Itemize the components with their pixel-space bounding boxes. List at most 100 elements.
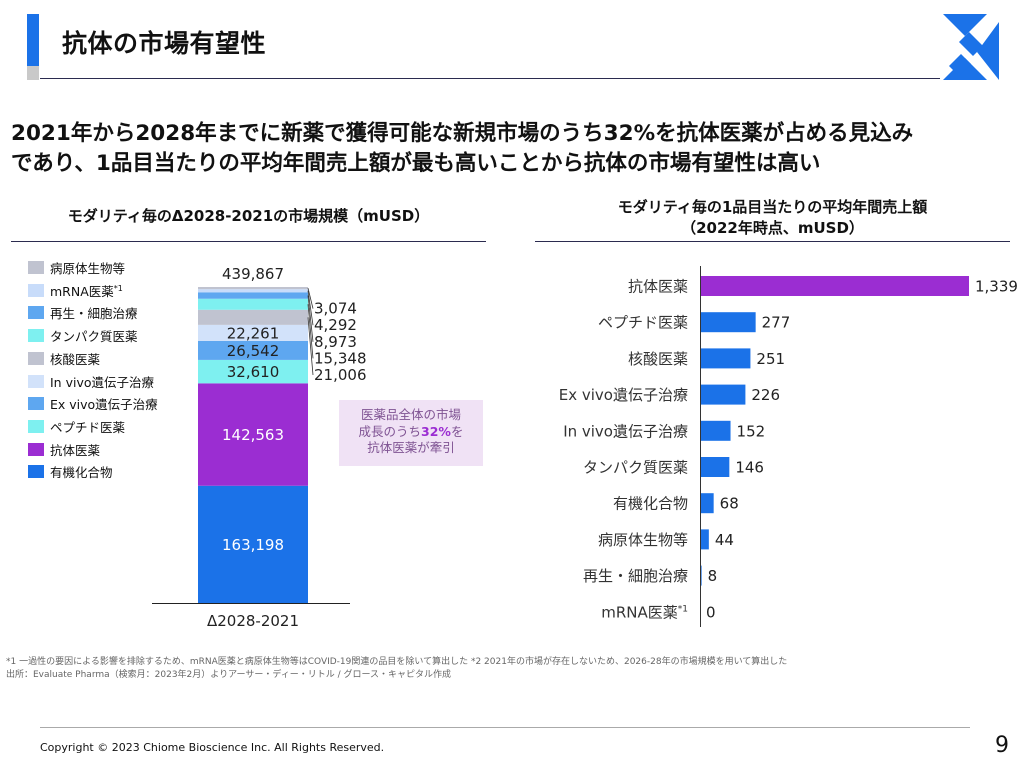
callout-line-2-prefix: 成長のうち	[358, 423, 422, 439]
footer-rule	[40, 727, 970, 728]
stack-segment	[198, 309, 308, 325]
h-bar-value-label: 146	[735, 459, 764, 477]
h-bar-value-label: 251	[756, 350, 785, 368]
h-bar	[700, 457, 730, 477]
right-chart-title-line-1: モダリティ毎の1品目当たりの平均年間売上額	[617, 198, 928, 216]
stack-segment	[198, 324, 308, 341]
callout-line-2: 成長のうち32%を	[346, 424, 476, 441]
leader-line	[307, 288, 314, 309]
company-logo-icon	[943, 14, 999, 80]
h-bar-category-text: タンパク質医薬	[583, 459, 688, 477]
h-bar	[700, 493, 714, 514]
legend-swatch	[28, 329, 44, 343]
legend-label: ペプチド医薬	[50, 419, 126, 435]
h-bar-category-text: In vivo遺伝子治療	[563, 422, 688, 440]
h-bar-category-text: 病原体生物等	[598, 531, 688, 549]
legend-item: 有機化合物	[28, 462, 113, 481]
h-bar-value-label: 1,339	[975, 278, 1018, 296]
legend-item: 抗体医薬	[28, 440, 100, 459]
total-value-label: 439,867	[222, 265, 284, 283]
callout-line-1: 医薬品全体の市場	[360, 407, 461, 422]
callout-box	[339, 400, 483, 466]
legend-label: 抗体医薬	[50, 442, 101, 458]
h-bar	[700, 529, 709, 550]
callout-line-2-suffix: を	[450, 423, 464, 439]
h-bar-category-text: 有機化合物	[613, 495, 688, 513]
legend-item: ペプチド医薬	[28, 417, 125, 436]
leader-line	[307, 290, 314, 326]
legend-label: Ex vivo遺伝子治療	[50, 397, 158, 413]
left-chart-title: モダリティ毎のΔ2028-2021の市場規模（mUSD）	[67, 207, 430, 225]
h-bar-value-label: 152	[737, 422, 766, 440]
legend-swatch	[28, 374, 44, 388]
footnote: *1 一過性の要因による影響を排除するため、mRNA医薬と病原体生物等はCOVI…	[6, 656, 787, 682]
stack-segment	[198, 289, 308, 293]
stack-segment	[198, 359, 308, 384]
legend-swatch	[28, 397, 44, 411]
headline-line-2: であり、1品目当たりの平均年間売上額が最も高いことから抗体の市場有望性は高い	[11, 151, 821, 176]
legend-swatch	[28, 306, 44, 320]
legend-swatch	[28, 465, 44, 479]
outside-value-label: 15,348	[314, 349, 367, 367]
h-bar-category-label: タンパク質医薬	[583, 459, 688, 477]
legend-item: タンパク質医薬	[28, 326, 138, 345]
stack-segment	[198, 485, 308, 603]
h-bar	[700, 420, 731, 441]
legend-swatch	[28, 442, 44, 456]
outside-value-label: 21,006	[314, 366, 367, 384]
legend-item: Ex vivo遺伝子治療	[28, 394, 158, 413]
h-bar-value-label: 8	[708, 567, 718, 585]
legend-swatch	[28, 283, 44, 297]
left-chart-title-rule	[11, 241, 486, 242]
leader-line	[307, 317, 314, 376]
legend-label: 有機化合物	[50, 465, 113, 481]
legend-swatch	[28, 351, 44, 365]
stack-segment	[198, 298, 308, 310]
h-bar-category-label: 有機化合物	[613, 495, 688, 513]
legend-item: 再生・細胞治療	[28, 303, 138, 322]
legend-label: mRNA医薬*1	[50, 283, 123, 299]
h-bar-category-text: 再生・細胞治療	[583, 567, 688, 585]
legend-label: タンパク質医薬	[50, 329, 138, 345]
stack-segment	[198, 292, 308, 299]
h-bar-category-text: ペプチド医薬	[598, 314, 688, 332]
title-accent-bar-lower	[27, 66, 39, 80]
legend-label: In vivo遺伝子治療	[50, 374, 154, 390]
title-accent-bar	[27, 14, 39, 66]
copyright-text: Copyright © 2023 Chiome Bioscience Inc. …	[40, 741, 385, 754]
legend-swatch	[28, 261, 44, 274]
legend-item: mRNA医薬*1	[28, 281, 123, 300]
h-bar-category-text: Ex vivo遺伝子治療	[559, 386, 688, 404]
leader-line	[307, 295, 314, 342]
legend-label: 核酸医薬	[50, 351, 101, 367]
legend-swatch	[28, 419, 44, 433]
segment-value-label: 26,542	[227, 342, 280, 360]
legend-item: 核酸医薬	[28, 349, 100, 368]
h-bar-value-label: 68	[720, 495, 739, 513]
h-bar-value-label: 44	[715, 531, 734, 549]
callout-line-3: 抗体医薬が牽引	[367, 440, 455, 455]
stack-segment	[198, 383, 308, 486]
h-bar-value-label: 277	[762, 314, 791, 332]
h-bar-category-label: mRNA医薬*1	[601, 603, 688, 621]
h-bar-category-label: 核酸医薬	[628, 350, 688, 368]
h-bar-category-text: 抗体医薬	[628, 278, 688, 296]
right-chart-title-line-2: （2022年時点、mUSD）	[681, 219, 864, 237]
h-bar	[700, 312, 756, 333]
callout-text: 医薬品全体の市場 成長のうち32%を 抗体医薬が牽引	[346, 407, 476, 457]
h-bar-value-label: 0	[706, 603, 716, 621]
segment-value-label: 163,198	[222, 536, 284, 554]
h-bar-category-text: mRNA医薬	[601, 603, 678, 621]
h-bar	[700, 384, 746, 405]
h-bar-category-label: Ex vivo遺伝子治療	[559, 386, 688, 404]
outside-value-label: 4,292	[314, 316, 357, 334]
x-category-label: Δ2028-2021	[207, 612, 299, 630]
segment-value-label: 32,610	[227, 363, 280, 381]
title-rule	[40, 78, 940, 79]
legend-label: 病原体生物等	[50, 261, 126, 276]
segment-value-label: 142,563	[222, 426, 284, 444]
leader-line	[307, 304, 314, 359]
callout-highlight: 32%	[421, 423, 451, 439]
